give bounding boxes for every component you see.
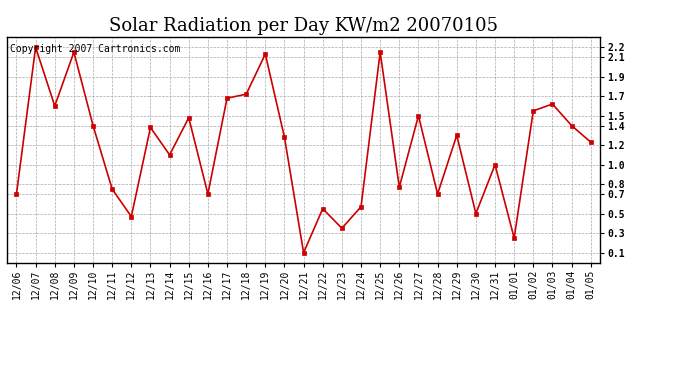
Title: Solar Radiation per Day KW/m2 20070105: Solar Radiation per Day KW/m2 20070105 (109, 16, 498, 34)
Text: Copyright 2007 Cartronics.com: Copyright 2007 Cartronics.com (10, 44, 180, 54)
